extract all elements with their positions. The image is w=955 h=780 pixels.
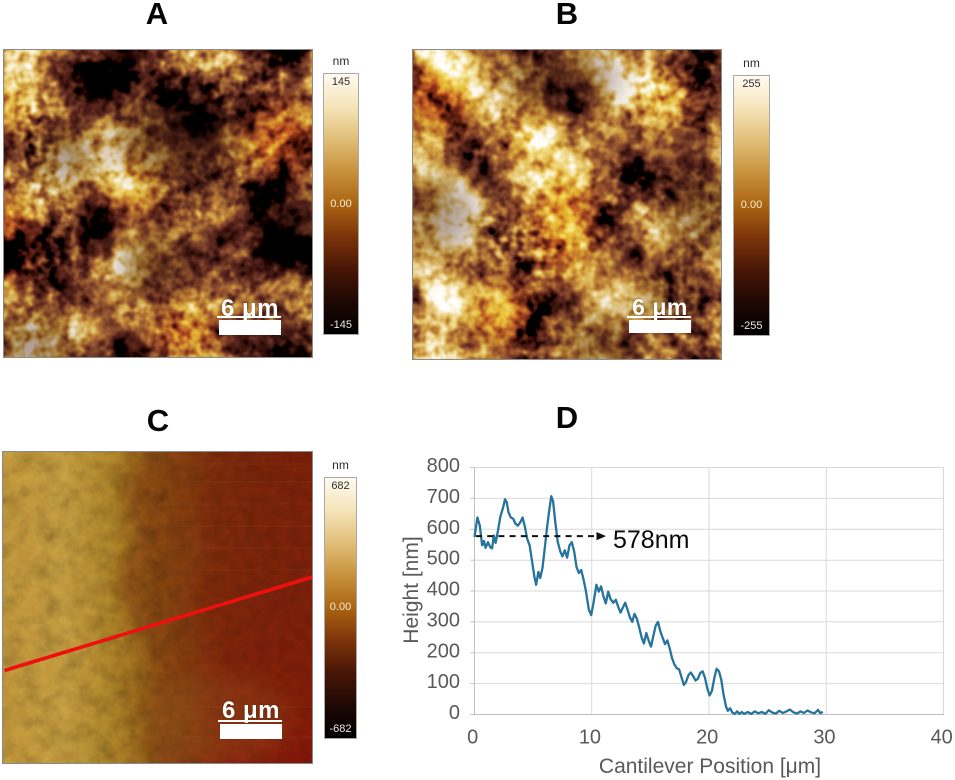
svg-text:10: 10 bbox=[579, 727, 601, 749]
svg-text:578nm: 578nm bbox=[613, 526, 689, 554]
svg-text:20: 20 bbox=[696, 727, 718, 749]
svg-text:600: 600 bbox=[427, 517, 460, 539]
svg-text:30: 30 bbox=[813, 727, 835, 749]
svg-text:0: 0 bbox=[449, 702, 460, 724]
svg-text:40: 40 bbox=[931, 727, 953, 749]
svg-text:100: 100 bbox=[427, 671, 460, 693]
svg-text:700: 700 bbox=[427, 486, 460, 508]
svg-text:Height [nm]: Height [nm] bbox=[400, 536, 423, 643]
svg-text:400: 400 bbox=[427, 579, 460, 601]
svg-text:300: 300 bbox=[427, 609, 460, 631]
svg-text:500: 500 bbox=[427, 548, 460, 570]
svg-text:0: 0 bbox=[467, 727, 478, 749]
svg-text:Cantilever Position [μm]: Cantilever Position [μm] bbox=[599, 755, 821, 778]
svg-text:800: 800 bbox=[427, 455, 460, 477]
svg-text:200: 200 bbox=[427, 640, 460, 662]
